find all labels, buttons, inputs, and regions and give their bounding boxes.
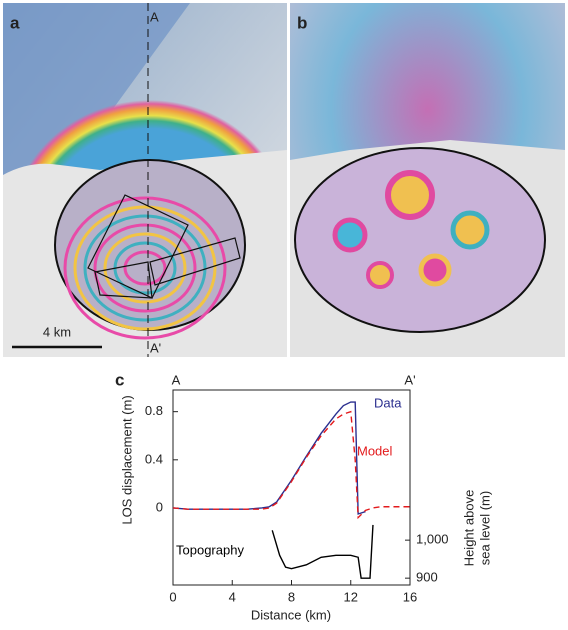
panel-label: b [297, 13, 307, 32]
panel-b-image [290, 3, 565, 357]
y2-tick-label: 900 [416, 570, 438, 585]
y-axis-label: LOS displacement (m) [119, 395, 134, 524]
x-tick-label: 8 [288, 589, 295, 604]
section-label: A' [150, 340, 161, 355]
series-label: Data [374, 395, 402, 410]
scale-bar-label: 4 km [43, 324, 71, 339]
series-label: Model [357, 443, 393, 458]
x-tick-label: 16 [403, 589, 417, 604]
section-label: A' [404, 372, 415, 387]
section-label: A [172, 372, 181, 387]
x-tick-label: 12 [344, 589, 358, 604]
y2-axis-label: Height above [461, 490, 476, 567]
x-axis-label: Distance (km) [251, 607, 331, 622]
section-label: A [150, 9, 159, 24]
y2-tick-label: 1,000 [416, 532, 449, 547]
data-line [173, 402, 366, 514]
panel-label: c [115, 370, 124, 389]
data-line [173, 412, 410, 518]
topography-line [272, 525, 373, 578]
series-label: Topography [176, 542, 244, 557]
y-tick-label: 0.8 [145, 403, 163, 418]
figure: a A A' 4 km b c A A' Distance (km) LOS d… [0, 0, 568, 625]
x-tick-label: 4 [229, 589, 236, 604]
y2-axis-label: sea level (m) [477, 491, 492, 565]
panel-a-image [3, 3, 290, 360]
panel-label: a [10, 13, 20, 32]
x-tick-label: 0 [169, 589, 176, 604]
y-tick-label: 0 [156, 499, 163, 514]
y-tick-label: 0.4 [145, 451, 163, 466]
